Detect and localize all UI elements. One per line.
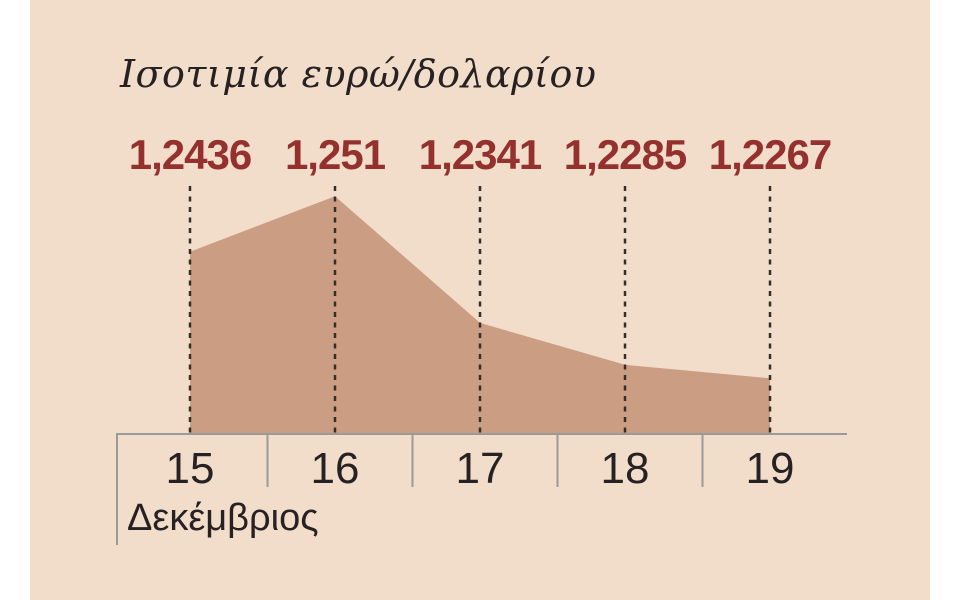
- value-label: 1,2285: [563, 131, 687, 178]
- value-label: 1,2341: [418, 131, 542, 178]
- day-label: 15: [165, 444, 215, 493]
- day-label: 18: [600, 444, 650, 493]
- value-label: 1,2436: [128, 131, 252, 178]
- value-label: 1,251: [284, 131, 386, 178]
- day-label: 16: [310, 444, 360, 493]
- area-series: [190, 196, 770, 433]
- value-label: 1,2267: [708, 131, 832, 178]
- day-label: 17: [455, 444, 505, 493]
- chart-panel: [30, 0, 930, 600]
- day-label: 19: [745, 444, 795, 493]
- x-axis-month-label: Δεκέμβριος: [127, 497, 319, 539]
- chart-title: Ισοτιμία ευρώ/δολαρίου: [120, 52, 597, 96]
